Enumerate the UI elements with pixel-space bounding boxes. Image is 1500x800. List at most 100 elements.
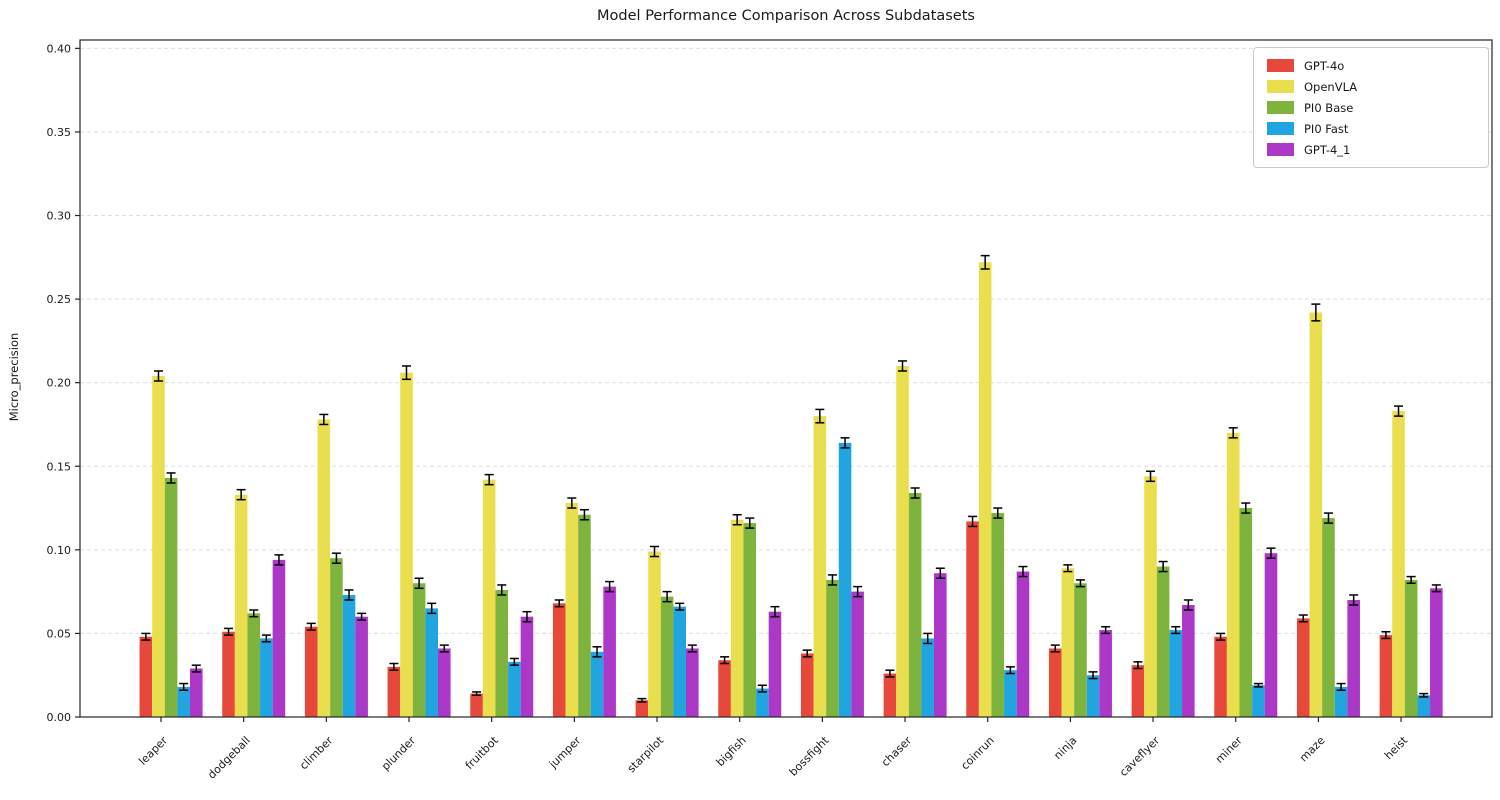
bar-gpt-4-1-dodgeball [272,559,286,717]
bar-gpt-4o-heist [1379,635,1393,717]
bar-pi0-fast-miner [1252,685,1265,717]
bar-openvla-ninja [1061,568,1075,717]
bar-gpt-4-1-coinrun [1016,571,1030,717]
bar-gpt-4-1-bigfish [768,611,782,717]
bar-openvla-coinrun [978,262,992,717]
x-tick-label-climber: climber [297,734,336,773]
legend: GPT-4o OpenVLA PI0 Base PI0 Fast GPT-4_1 [1253,47,1489,168]
bar-gpt-4-1-maze [1347,599,1360,717]
bar-pi0-fast-coinrun [1004,670,1017,717]
bar-pi0-fast-leaper [177,686,190,717]
bar-gpt-4o-miner [1214,636,1227,717]
bar-gpt-4o-ninja [1048,648,1062,717]
bar-gpt-4o-leaper [139,636,153,717]
legend-row-openvla: OpenVLA [1254,76,1488,97]
x-tick-label-bossfight: bossfight [787,733,832,778]
legend-swatch-openvla [1267,80,1294,93]
bar-gpt-4o-caveflyer [1131,665,1145,717]
legend-row-pi0-base: PI0 Base [1254,97,1488,118]
bar-pi0-base-fruitbot [495,589,509,717]
bar-gpt-4o-bigfish [718,660,731,717]
bar-pi0-base-caveflyer [1156,566,1170,717]
bar-gpt-4-1-miner [1264,553,1278,717]
x-tick-label-plunder: plunder [379,734,418,773]
y-tick-label: 0.30 [47,210,72,223]
bar-gpt-4-1-bossfight [851,591,864,717]
bar-pi0-base-starpilot [660,596,674,717]
bar-gpt-4o-dodgeball [222,631,235,717]
legend-row-gpt-4o: GPT-4o [1254,55,1488,76]
bar-gpt-4-1-heist [1430,588,1443,717]
y-tick-label: 0.05 [47,627,72,640]
bar-pi0-base-leaper [164,477,178,717]
plot-frame [79,39,1493,718]
bar-openvla-climber [317,419,331,717]
y-tick-label: 0.15 [47,460,72,473]
bar-openvla-jumper [565,503,579,717]
x-tick-label-heist: heist [1382,733,1411,762]
x-tick-label-dodgeball: dodgeball [205,734,253,782]
bar-openvla-bossfight [813,416,827,717]
y-tick-label: 0.40 [47,42,72,55]
bar-pi0-fast-bigfish [756,688,769,717]
bar-openvla-chaser [896,365,909,717]
bar-pi0-fast-ninja [1086,675,1100,717]
bar-pi0-fast-dodgeball [260,638,273,717]
bar-pi0-base-ninja [1074,583,1087,717]
bar-openvla-leaper [152,375,165,717]
y-tick-label: 0.25 [47,293,72,306]
bar-gpt-4-1-fruitbot [520,616,534,717]
bar-pi0-base-jumper [578,514,591,717]
legend-swatch-pi0-fast [1267,122,1294,135]
bar-gpt-4-1-caveflyer [1182,605,1195,717]
bar-pi0-fast-starpilot [673,606,686,717]
legend-label: PI0 Fast [1304,121,1349,136]
bar-pi0-base-bigfish [743,523,757,717]
legend-row-pi0-fast: PI0 Fast [1254,118,1488,139]
bar-openvla-plunder [400,372,413,717]
bar-pi0-base-maze [1322,518,1335,717]
bar-pi0-fast-climber [342,594,356,717]
x-tick-label-miner: miner [1213,734,1245,766]
bar-gpt-4-1-starpilot [686,648,699,717]
bar-gpt-4-1-ninja [1099,630,1112,717]
x-tick-label-jumper: jumper [546,734,584,772]
bar-gpt-4-1-climber [355,616,368,717]
bar-gpt-4o-fruitbot [470,693,483,717]
x-tick-label-chaser: chaser [879,734,915,770]
bar-gpt-4-1-jumper [603,586,616,717]
bar-openvla-miner [1226,432,1240,717]
bar-gpt-4o-plunder [387,666,401,717]
bar-pi0-base-coinrun [991,513,1005,717]
bar-openvla-bigfish [730,519,744,717]
legend-label: GPT-4o [1304,58,1345,73]
bar-openvla-heist [1392,411,1405,717]
bar-pi0-fast-jumper [590,651,604,717]
bar-gpt-4-1-chaser [934,573,947,717]
bar-gpt-4o-starpilot [635,700,649,717]
bar-pi0-fast-fruitbot [508,661,521,717]
bar-gpt-4o-bossfight [800,653,814,717]
x-tick-label-maze: maze [1297,734,1328,765]
bar-gpt-4-1-leaper [189,668,203,717]
legend-label: PI0 Base [1304,100,1354,115]
bar-gpt-4o-climber [304,626,318,717]
bar-pi0-fast-caveflyer [1169,630,1183,717]
legend-swatch-gpt-4-1 [1267,143,1294,156]
y-tick-label: 0.00 [47,711,72,724]
bar-gpt-4-1-plunder [437,648,451,717]
legend-row-gpt-4-1: GPT-4_1 [1254,139,1488,160]
bar-openvla-caveflyer [1144,476,1157,717]
bar-pi0-base-chaser [908,493,922,717]
bar-pi0-base-dodgeball [247,613,261,717]
bar-openvla-starpilot [648,551,661,717]
bar-pi0-fast-plunder [425,608,438,717]
bar-pi0-base-bossfight [826,579,839,717]
bar-openvla-fruitbot [482,479,496,717]
bar-openvla-maze [1309,312,1323,717]
bar-gpt-4o-jumper [552,603,566,717]
legend-swatch-pi0-base [1267,101,1294,114]
y-tick-label: 0.20 [47,377,72,390]
